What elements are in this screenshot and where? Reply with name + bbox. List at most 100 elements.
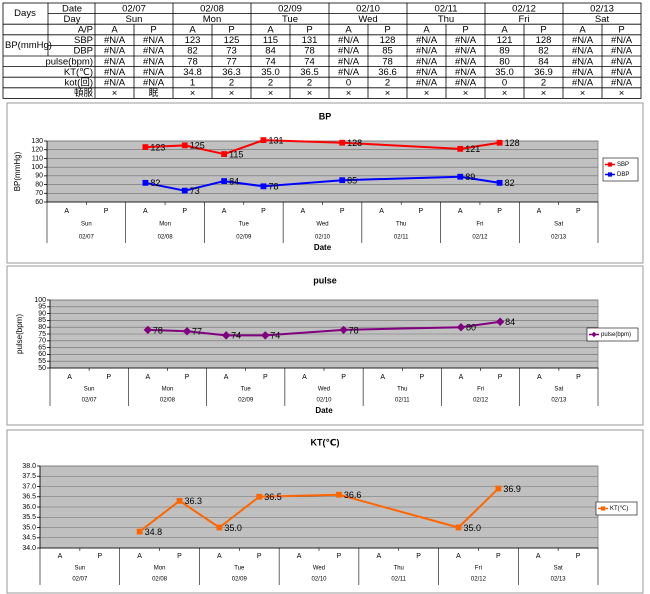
data-point	[136, 528, 143, 535]
y-tick-label: 35.0	[22, 524, 36, 531]
x-tick-label: P	[419, 208, 424, 215]
table-cell: 36.9	[534, 67, 553, 78]
table-cell: #N/A	[455, 46, 477, 57]
table-row-label: kot(回)	[64, 78, 93, 89]
x-day-label: Fri	[475, 566, 482, 572]
legend-label: pulse(bpm)	[601, 332, 631, 338]
series-line	[259, 493, 339, 498]
table-cell: #N/A	[338, 35, 360, 46]
table-cell: #N/A	[611, 46, 633, 57]
table-cell: A	[423, 25, 430, 36]
data-point	[261, 331, 270, 340]
data-point	[142, 179, 149, 186]
series-line	[460, 141, 500, 150]
x-tick-label: P	[261, 208, 266, 215]
x-day-label: Thu	[394, 566, 404, 572]
table-border	[2, 2, 642, 99]
y-tick-label: 80	[35, 181, 43, 188]
table-cell: 115	[263, 35, 278, 46]
table-row-label: 頓服	[74, 87, 94, 99]
x-tick-label: A	[146, 374, 151, 381]
series-line	[460, 175, 500, 184]
y-tick-label: 85	[38, 317, 46, 324]
table-cell: ×	[502, 88, 508, 99]
table-row-label: DBP	[73, 46, 93, 57]
table-day: Fri	[518, 14, 529, 25]
series-line	[139, 500, 181, 533]
data-point	[496, 179, 503, 186]
table-cell: #N/A	[572, 78, 594, 89]
data-point	[339, 139, 346, 146]
table-cell: P	[462, 25, 468, 36]
legend	[595, 501, 638, 516]
table-cell: 2	[229, 78, 234, 89]
table-cell: ×	[385, 88, 391, 99]
x-day-label: Mon	[154, 566, 166, 572]
table-cell: A	[267, 25, 274, 36]
x-tick-label: P	[576, 553, 581, 560]
table-cell: 128	[380, 35, 396, 46]
table-cell: ×	[424, 88, 430, 99]
table-cell: 74	[265, 56, 276, 67]
data-label: 82	[150, 178, 160, 188]
data-point	[143, 325, 153, 335]
table-cell: #N/A	[143, 56, 165, 67]
data-label: 85	[347, 176, 357, 186]
table-cell: #N/A	[143, 67, 165, 78]
data-point	[496, 139, 503, 146]
x-date-label: 02/07	[79, 235, 95, 241]
table-day: Sat	[595, 14, 610, 25]
table-cell: ×	[619, 88, 625, 99]
x-date-label: 02/08	[160, 398, 176, 404]
x-day-label: Tue	[234, 566, 245, 572]
x-axis-label: Date	[315, 406, 333, 415]
y-tick-label: 60	[38, 351, 46, 358]
table-cell: #N/A	[611, 78, 633, 89]
data-point	[495, 485, 502, 492]
data-point	[216, 524, 223, 531]
x-day-label: Wed	[318, 387, 330, 393]
table-date: 02/13	[590, 3, 614, 14]
series-line	[263, 179, 343, 188]
x-date-label: 02/13	[551, 398, 567, 404]
x-day-label: Sat	[554, 387, 563, 393]
data-point	[221, 331, 231, 340]
x-tick-label: P	[340, 208, 345, 215]
table-day: Tue	[282, 14, 298, 25]
series-line	[457, 487, 500, 529]
table-cell: 125	[224, 35, 240, 46]
x-date-label: 02/10	[315, 235, 331, 241]
table-cell: 84	[538, 56, 549, 67]
x-tick-label: A	[143, 208, 148, 215]
x-date-label: 02/07	[72, 577, 88, 583]
data-label: 115	[229, 149, 243, 159]
table-cell: 131	[302, 35, 318, 46]
series-line	[184, 144, 225, 156]
table-cell: P	[618, 25, 624, 36]
data-point	[221, 151, 228, 157]
table-date: 02/09	[278, 3, 302, 14]
series-line	[460, 320, 501, 329]
table-cell: A	[579, 25, 586, 36]
table-cell: #N/A	[338, 67, 360, 78]
x-day-label: Sat	[554, 222, 563, 228]
x-day-label: Thu	[397, 387, 407, 393]
table-day: Sun	[126, 14, 143, 25]
table-cell: 84	[265, 46, 276, 57]
series-line	[223, 180, 264, 188]
series-line	[223, 139, 264, 156]
x-date-label: 02/07	[82, 398, 98, 404]
table-cell: #N/A	[104, 67, 126, 78]
x-day-label: Fri	[477, 387, 484, 393]
x-date-label: 02/09	[238, 398, 254, 404]
x-tick-label: P	[257, 553, 262, 560]
y-tick-label: 130	[31, 138, 43, 145]
series-line	[342, 175, 461, 182]
table-cell: 74	[304, 56, 315, 67]
data-point	[455, 524, 462, 531]
table-date: 02/11	[434, 3, 457, 14]
table-cell: #N/A	[416, 78, 438, 89]
x-date-label: 02/13	[551, 577, 567, 583]
y-tick-label: 90	[35, 173, 43, 180]
